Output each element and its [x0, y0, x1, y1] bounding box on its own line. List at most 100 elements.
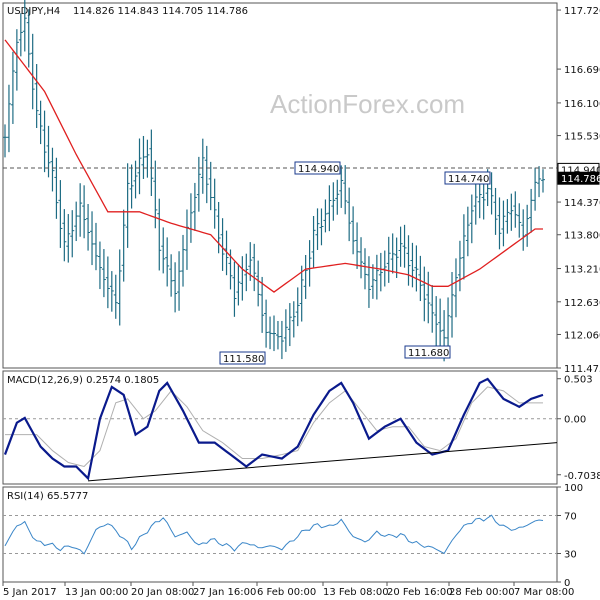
annotation-box — [444, 171, 491, 185]
annotation-text: 114.940 — [298, 164, 339, 175]
price-bar — [398, 226, 403, 267]
rsi-tick-label: 70 — [564, 512, 577, 523]
price-bar — [216, 201, 221, 254]
price-bar — [537, 166, 542, 198]
annotation-box — [294, 161, 341, 175]
price-bar — [173, 262, 178, 313]
price-tick-label: 116.690 — [564, 65, 600, 76]
price-bar — [394, 237, 399, 279]
price-annotation: 111.580 — [219, 351, 266, 365]
time-tick-label: 20 Feb 16:00 — [387, 587, 453, 598]
price-bar — [38, 100, 43, 145]
price-bar — [192, 182, 197, 231]
price-bar — [125, 163, 130, 248]
price-bar — [224, 230, 229, 276]
current-price-tag: 114.786 — [557, 171, 600, 185]
time-tick-label: 13 Jan 00:00 — [65, 587, 128, 598]
macd-tick-label: -0.7038 — [564, 471, 600, 482]
rsi-axis: 100 70 30 0 — [557, 483, 583, 589]
rsi-panel: RSI(14) 65.5777 100 70 30 0 — [2, 483, 583, 589]
price-bar — [133, 160, 138, 199]
time-tick-label: 13 Feb 08:00 — [323, 587, 389, 598]
rsi-line — [4, 514, 544, 555]
price-bar — [402, 224, 407, 268]
price-bar — [105, 256, 110, 309]
price-bar — [315, 208, 320, 250]
price-axis: 117.720 116.690 116.100 115.530 114.940114.7… — [557, 6, 600, 375]
price-bar — [50, 147, 55, 192]
price-bar — [86, 203, 91, 251]
annotation-box — [404, 345, 451, 359]
price-bar — [165, 237, 170, 287]
price-bar — [200, 138, 205, 194]
annotation-text: 114.740 — [448, 174, 489, 185]
price-bar — [121, 209, 126, 282]
price-bar — [177, 251, 182, 311]
price-bar — [196, 156, 201, 212]
price-bar — [70, 210, 75, 258]
price-bar — [438, 298, 443, 347]
rsi-title: RSI(14) 65.5777 — [7, 491, 88, 502]
price-bar — [264, 299, 269, 348]
price-bar — [204, 145, 209, 204]
price-bar — [161, 227, 166, 274]
price-bar — [283, 309, 288, 352]
price-bar — [90, 211, 95, 266]
price-bar — [74, 201, 79, 242]
price-bar — [370, 264, 375, 299]
price-bar — [501, 200, 506, 247]
price-bar — [327, 185, 332, 232]
price-tick-label: 112.060 — [564, 330, 600, 341]
price-annotation: 111.680 — [404, 345, 451, 359]
price-tag-text: 114.786 — [561, 174, 600, 185]
price-bar — [14, 29, 19, 91]
macd-tick-label: 0.503 — [564, 375, 593, 386]
time-tick-label: 6 Feb 00:00 — [257, 587, 316, 598]
price-bar — [275, 321, 280, 350]
price-bar — [509, 193, 514, 231]
price-panel: ActionForex.com USDJPY,H4 114.826 114.84… — [2, 0, 600, 375]
price-bar — [359, 237, 364, 279]
price-annotation: 114.740 — [444, 171, 491, 185]
time-tick-label: 7 Mar 08:00 — [514, 587, 574, 598]
price-bar — [46, 125, 51, 178]
price-bar — [351, 206, 356, 255]
price-bar — [513, 191, 518, 228]
price-tag-box — [557, 171, 600, 185]
macd-panel: MACD(12,26,9) 0.2574 0.1805 0.503 0.00 -0.… — [2, 370, 600, 485]
price-bar — [339, 165, 344, 208]
price-tick-label: 115.530 — [564, 132, 600, 143]
price-bar — [82, 185, 87, 239]
moving-average — [4, 39, 543, 293]
price-bar — [279, 320, 284, 360]
rsi-tick-label: 100 — [564, 483, 583, 494]
price-bar — [481, 182, 486, 220]
price-bar — [10, 51, 15, 124]
price-bar — [129, 164, 134, 209]
price-bar — [113, 274, 118, 319]
price-bar — [303, 254, 308, 299]
price-bar — [232, 261, 237, 317]
price-bar — [422, 266, 427, 322]
price-bar — [169, 254, 174, 297]
price-bar — [291, 301, 296, 338]
price-bar — [260, 276, 265, 333]
price-bar — [252, 243, 257, 292]
price-bar — [236, 264, 241, 306]
time-tick-label: 20 Jan 08:00 — [131, 587, 194, 598]
time-tick-label: 5 Jan 2017 — [3, 587, 57, 598]
rsi-panel-frame — [2, 486, 558, 583]
annotation-box — [219, 351, 266, 365]
price-bar — [101, 249, 106, 298]
price-bar — [26, 9, 31, 68]
price-panel-frame — [2, 2, 558, 369]
price-bar — [450, 272, 455, 338]
annotation-text: 111.680 — [408, 348, 449, 359]
price-bar — [268, 316, 273, 350]
price-bar — [181, 234, 186, 287]
price-bar — [426, 271, 431, 324]
price-bar — [505, 199, 510, 234]
moving-average-line — [4, 39, 543, 293]
price-tick-label: 116.100 — [564, 99, 600, 110]
